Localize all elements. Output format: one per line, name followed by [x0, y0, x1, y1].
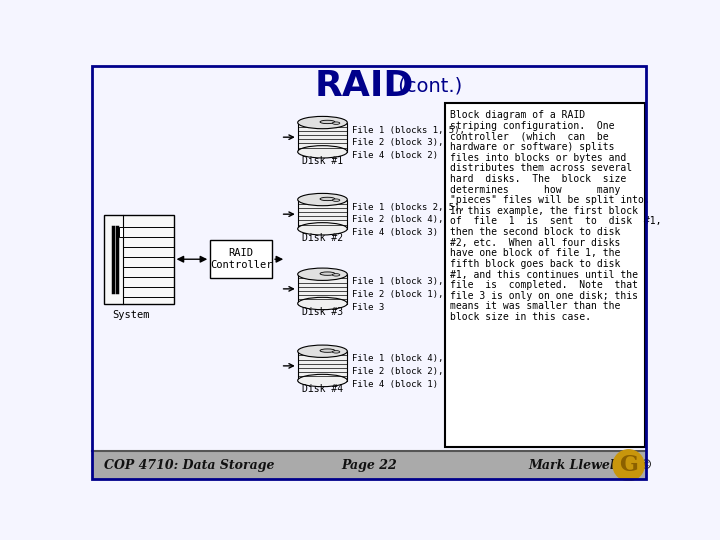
Ellipse shape	[333, 274, 340, 276]
Bar	[297, 123, 347, 152]
Text: file 3 is only on one disk; this: file 3 is only on one disk; this	[451, 291, 639, 301]
Bar	[119, 227, 122, 237]
Text: "pieces" files will be split into.: "pieces" files will be split into.	[451, 195, 650, 205]
Circle shape	[613, 450, 644, 481]
Ellipse shape	[320, 349, 335, 352]
Text: hard  disks.  The  block  size: hard disks. The block size	[451, 174, 626, 184]
Text: Block diagram of a RAID: Block diagram of a RAID	[451, 110, 585, 120]
Text: File 1 (blocks 2, 5),
File 2 (block 4),
File 4 (block 3): File 1 (blocks 2, 5), File 2 (block 4), …	[352, 202, 465, 238]
Bar	[297, 274, 347, 303]
Bar	[210, 240, 272, 279]
Ellipse shape	[333, 199, 340, 201]
Text: determines      how      many: determines how many	[451, 185, 621, 194]
Ellipse shape	[297, 298, 347, 309]
Ellipse shape	[297, 222, 347, 235]
Ellipse shape	[333, 122, 340, 124]
Bar	[297, 200, 347, 229]
Text: of  file  1  is  sent  to  disk  #1,: of file 1 is sent to disk #1,	[451, 217, 662, 226]
Text: fifth block goes back to disk: fifth block goes back to disk	[451, 259, 621, 269]
Text: Disk #4: Disk #4	[302, 384, 343, 394]
Text: striping configuration.  One: striping configuration. One	[451, 121, 615, 131]
Ellipse shape	[333, 350, 340, 353]
Text: hardware or software) splits: hardware or software) splits	[451, 142, 615, 152]
Ellipse shape	[320, 197, 335, 201]
Ellipse shape	[297, 374, 347, 387]
Ellipse shape	[320, 272, 335, 275]
Bar	[91, 451, 647, 479]
Text: Disk #3: Disk #3	[302, 307, 343, 318]
Text: #2, etc.  When all four disks: #2, etc. When all four disks	[451, 238, 621, 248]
Text: file  is  completed.  Note  that: file is completed. Note that	[451, 280, 639, 290]
Text: distributes them across several: distributes them across several	[451, 164, 632, 173]
Ellipse shape	[320, 120, 335, 124]
Ellipse shape	[297, 146, 347, 158]
Text: File 1 (block 4),
File 2 (block 2),
File 4 (block 1): File 1 (block 4), File 2 (block 2), File…	[352, 354, 444, 389]
Text: System: System	[112, 309, 150, 320]
Text: In this example, the first block: In this example, the first block	[451, 206, 639, 216]
Text: files into blocks or bytes and: files into blocks or bytes and	[451, 153, 626, 163]
Text: Disk #2: Disk #2	[302, 233, 343, 242]
Text: block size in this case.: block size in this case.	[451, 312, 591, 322]
Bar	[445, 103, 645, 447]
Text: then the second block to disk: then the second block to disk	[451, 227, 621, 237]
Text: #1, and this continues until the: #1, and this continues until the	[451, 269, 639, 280]
Text: Page 22: Page 22	[341, 458, 397, 472]
Text: File 1 (block 3),
File 2 (block 1),
File 3: File 1 (block 3), File 2 (block 1), File…	[352, 278, 444, 312]
Ellipse shape	[297, 345, 347, 357]
Text: Mark Llewellyn ©: Mark Llewellyn ©	[528, 458, 652, 472]
Bar	[297, 351, 347, 381]
Bar	[104, 215, 174, 303]
Ellipse shape	[297, 117, 347, 129]
Text: File 1 (blocks 1, 5),
File 2 (block 3),
File 4 (block 2): File 1 (blocks 1, 5), File 2 (block 3), …	[352, 126, 465, 160]
Text: have one block of file 1, the: have one block of file 1, the	[451, 248, 621, 258]
Text: RAID: RAID	[315, 69, 414, 103]
Ellipse shape	[297, 268, 347, 280]
Text: COP 4710: Data Storage: COP 4710: Data Storage	[104, 458, 274, 472]
Text: controller  (which  can  be: controller (which can be	[451, 131, 609, 141]
Text: RAID
Controller: RAID Controller	[210, 248, 272, 270]
Text: G: G	[619, 454, 638, 476]
Text: means it was smaller than the: means it was smaller than the	[451, 301, 621, 312]
Text: (cont.): (cont.)	[392, 76, 462, 95]
Ellipse shape	[297, 193, 347, 206]
Text: Disk #1: Disk #1	[302, 156, 343, 166]
